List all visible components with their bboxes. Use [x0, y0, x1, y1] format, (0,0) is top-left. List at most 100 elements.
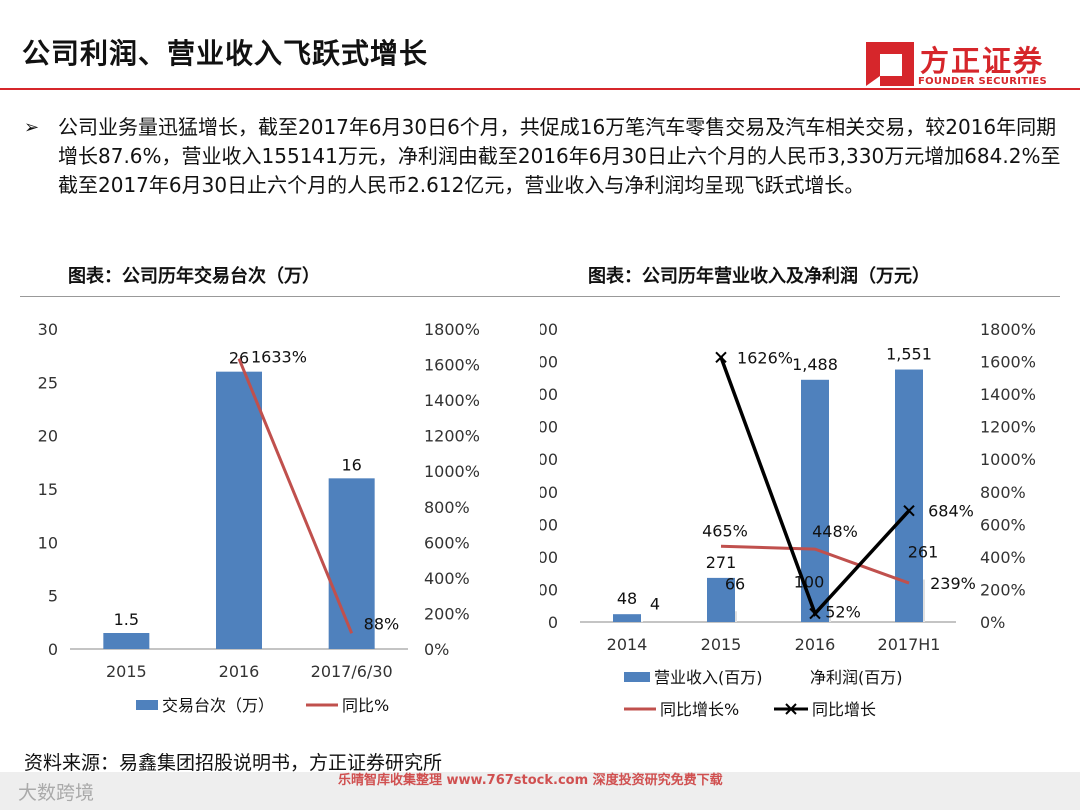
watermark-middle: 乐晴智库收集整理 www.767stock.com 深度投资研究免费下载 [338, 773, 723, 788]
line-marker-x [715, 351, 727, 364]
y-right-tick-label: 1000% [980, 450, 1036, 469]
right-chart: 0 200 400 600 800 1,000 1,200 1,400 1,600 1,800 0%… [540, 320, 1036, 719]
summary-text: 公司业务量迅猛增长，截至2017年6月30日6个月，共促成16万笔汽车零售交易及… [58, 115, 1061, 197]
y-left-tick-label: 25 [38, 373, 58, 392]
page-title: 公司利润、营业收入飞跃式增长 [22, 37, 429, 70]
y-right-tick-label: 1000% [424, 462, 480, 481]
bar-net-profit [735, 611, 737, 622]
y-right-tick-label: 600% [424, 533, 470, 552]
bar-data-label: 16 [341, 455, 361, 474]
y-left-tick-label: 10 [38, 533, 58, 552]
y-left-tick-label: 200 [540, 580, 558, 599]
bar-net-profit [923, 579, 925, 622]
y-right-tick-label: 1400% [424, 391, 480, 410]
bar-data-label: 66 [725, 574, 745, 593]
bar-trade-volume [103, 633, 150, 649]
y-right-tick-label: 1400% [980, 385, 1036, 404]
bar-data-label: 48 [617, 589, 637, 608]
bar-data-label: 26 [229, 349, 249, 368]
chart-title-divider [20, 296, 1060, 297]
y-right-tick-label: 1600% [424, 356, 480, 375]
y-left-tick-label: 400 [540, 548, 558, 567]
line-data-label: 1633% [251, 348, 307, 367]
source-note: 资料来源：易鑫集团招股说明书，方正证券研究所 [24, 752, 443, 774]
y-left-tick-label: 1,800 [540, 320, 558, 339]
y-left-tick-label: 1,600 [540, 353, 558, 372]
x-tick-label: 2017H1 [878, 635, 941, 654]
bar-data-label: 261 [908, 543, 939, 562]
line-data-label: 465% [702, 521, 748, 540]
x-tick-label: 2017/6/30 [311, 662, 393, 681]
y-right-tick-label: 1600% [980, 353, 1036, 372]
y-left-tick-label: 800 [540, 483, 558, 502]
y-left-tick-label: 15 [38, 480, 58, 499]
legend-marker-x [785, 703, 797, 715]
y-right-tick-label: 600% [980, 515, 1026, 534]
y-right-tick-label: 200% [424, 604, 470, 623]
line-data-label: 1626% [737, 348, 793, 367]
legend-label: 净利润(百万) [810, 668, 903, 687]
y-right-tick-label: 200% [980, 580, 1026, 599]
bar-trade-volume [328, 478, 375, 649]
y-right-tick-label: 400% [424, 569, 470, 588]
x-tick-label: 2014 [607, 635, 648, 654]
legend-label: 同比增长% [660, 700, 739, 719]
y-right-tick-label: 800% [980, 483, 1026, 502]
bar-net-profit [829, 605, 831, 622]
legend-label: 同比增长 [812, 700, 876, 719]
legend-label: 同比% [342, 696, 389, 715]
y-left-tick-label: 600 [540, 515, 558, 534]
line-yoy-growth [237, 358, 354, 634]
line-data-label: 88% [364, 614, 400, 633]
x-tick-label: 2016 [219, 662, 260, 681]
right-chart-title: 图表：公司历年营业收入及净利润（万元） [588, 266, 930, 287]
bar-data-label: 1,551 [886, 345, 932, 364]
bar-data-label: 1,488 [792, 355, 838, 374]
y-right-tick-label: 1200% [424, 427, 480, 446]
y-right-tick-label: 0% [980, 613, 1005, 632]
bar-revenue [895, 369, 923, 622]
y-left-tick-label: 0 [48, 640, 58, 659]
logo-text: 方正证券 [920, 44, 1045, 78]
bar-revenue [613, 614, 641, 622]
legend-swatch-bar [136, 700, 158, 710]
bar-net-profit [641, 621, 643, 622]
footer-bar [0, 772, 1080, 810]
line-marker-x [903, 504, 915, 517]
bar-revenue [801, 379, 829, 622]
brand-logo: 方正证券 FOUNDER SECURITIES [862, 36, 1062, 94]
legend-label: 交易台次（万） [162, 696, 274, 715]
bar-data-label: 4 [650, 594, 660, 613]
x-tick-label: 2015 [701, 635, 742, 654]
line-yoy-revenue [720, 544, 910, 585]
x-tick-label: 2016 [795, 635, 836, 654]
watermark-left: 大数跨境 [18, 782, 95, 804]
left-chart-title: 图表：公司历年交易台次（万） [68, 266, 320, 287]
bar-data-label: 271 [706, 553, 737, 572]
line-marker-x [809, 607, 821, 620]
line-data-label: 684% [928, 502, 974, 521]
logo-icon [866, 42, 914, 86]
logo-subtitle: FOUNDER SECURITIES [918, 76, 1048, 87]
bullet-arrow-icon: ➢ [24, 117, 40, 138]
bar-data-label: 100 [794, 573, 825, 592]
y-left-tick-label: 0 [548, 613, 558, 632]
left-chart: 0 5 10 15 20 25 30 0% 200% 400% 600% 800% 1000% 1200%… [38, 320, 480, 715]
bar-trade-volume [216, 371, 262, 649]
y-left-tick-label: 5 [48, 587, 58, 606]
y-left-tick-label: 30 [38, 320, 58, 339]
y-left-tick-label: 1,000 [540, 450, 558, 469]
y-right-tick-label: 400% [980, 548, 1026, 567]
header-divider [0, 88, 1080, 90]
y-right-tick-label: 1800% [980, 320, 1036, 339]
x-tick-label: 2015 [106, 662, 147, 681]
legend-swatch-bar [624, 672, 650, 682]
line-data-label: 52% [825, 603, 861, 622]
y-right-tick-label: 1800% [424, 320, 480, 339]
y-right-tick-label: 800% [424, 498, 470, 517]
line-data-label: 448% [812, 522, 858, 541]
line-data-label: 239% [930, 574, 976, 593]
legend-label: 营业收入(百万) [654, 668, 763, 687]
y-left-tick-label: 1,200 [540, 418, 558, 437]
y-left-tick-label: 20 [38, 427, 58, 446]
